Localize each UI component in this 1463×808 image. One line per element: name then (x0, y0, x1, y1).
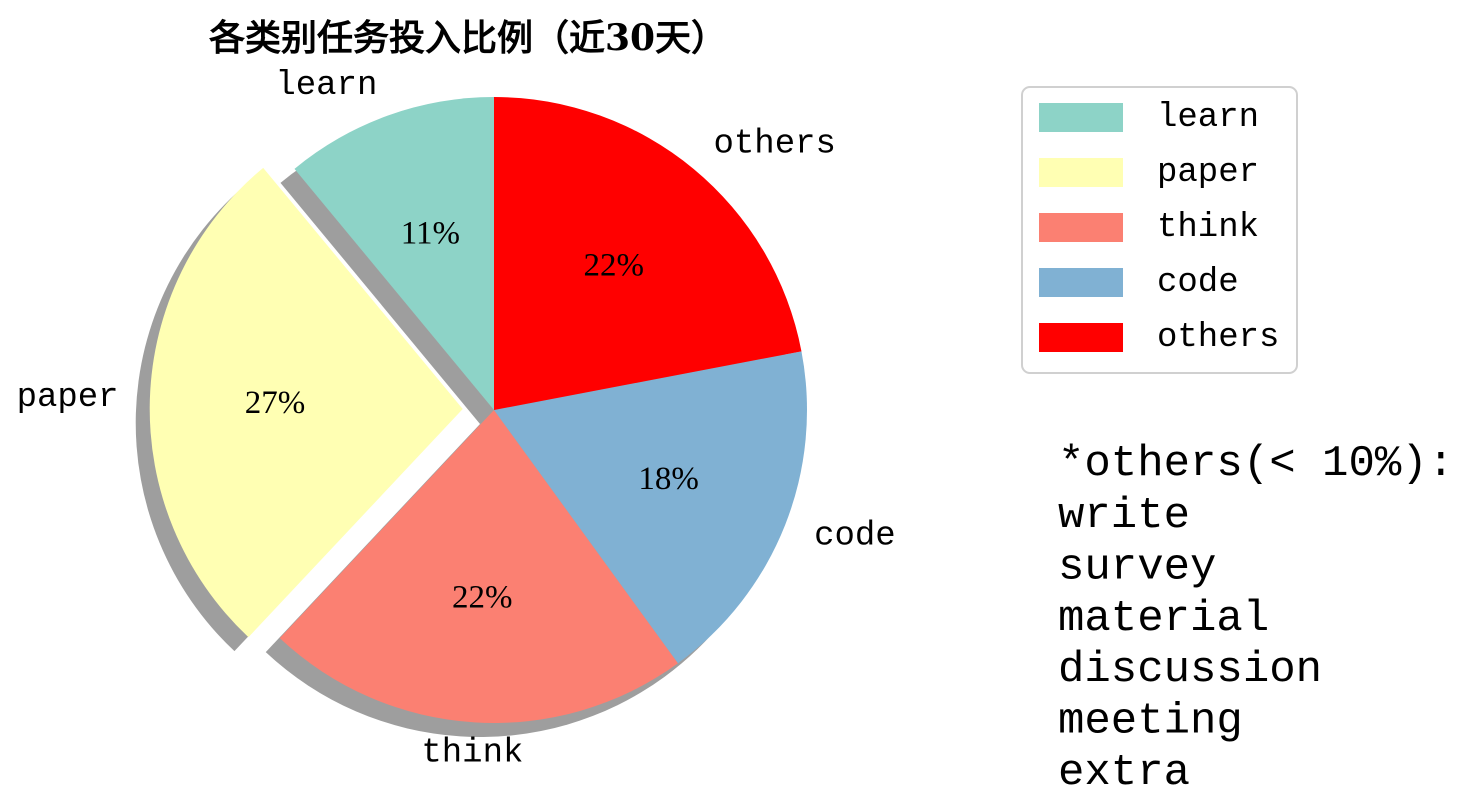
legend-label-others: others (1157, 319, 1279, 357)
legend: learn paper think code others (1021, 86, 1298, 374)
pie-percent-labels: 11% 27% 22% 18% 22% (245, 215, 699, 615)
percent-label-others: 22% (583, 247, 644, 283)
note-item-discussion: discussion (1058, 645, 1322, 695)
wedge-paper (149, 167, 463, 638)
percent-label-paper: 27% (245, 385, 306, 421)
category-label-paper: paper (17, 379, 119, 417)
percent-label-learn: 11% (401, 215, 460, 251)
pie-wedges (149, 97, 808, 723)
category-label-think: think (421, 735, 523, 773)
note-header: *others(< 10%): (1058, 439, 1454, 489)
legend-swatch-others (1039, 323, 1123, 352)
legend-label-code: code (1157, 264, 1239, 302)
legend-swatch-paper (1039, 158, 1123, 187)
legend-label-paper: paper (1157, 154, 1259, 192)
pie-category-labels: learn paper think code others (17, 67, 896, 773)
wedge-others (494, 97, 802, 410)
category-label-learn: learn (275, 67, 377, 105)
note-item-meeting: meeting (1058, 697, 1243, 747)
wedge-code (494, 351, 808, 664)
legend-swatch-learn (1039, 103, 1123, 132)
note-item-write: write (1058, 491, 1190, 541)
legend-label-learn: learn (1157, 99, 1259, 137)
note-item-survey: survey (1058, 542, 1216, 592)
legend-swatch-code (1039, 268, 1123, 297)
percent-label-code: 18% (638, 461, 699, 497)
category-label-code: code (814, 518, 896, 556)
legend-label-think: think (1157, 209, 1259, 247)
legend-swatch-think (1039, 213, 1123, 242)
chart-title: 各类别任务投入比例（近30天） (209, 17, 727, 59)
others-note: *others(< 10%): writesurveymaterialdiscu… (1058, 439, 1454, 798)
note-item-extra: extra (1058, 748, 1190, 798)
wedge-learn (294, 97, 494, 410)
percent-label-think: 22% (452, 579, 513, 615)
note-item-material: material (1058, 594, 1269, 644)
wedge-think (279, 410, 678, 723)
category-label-others: others (714, 126, 836, 164)
